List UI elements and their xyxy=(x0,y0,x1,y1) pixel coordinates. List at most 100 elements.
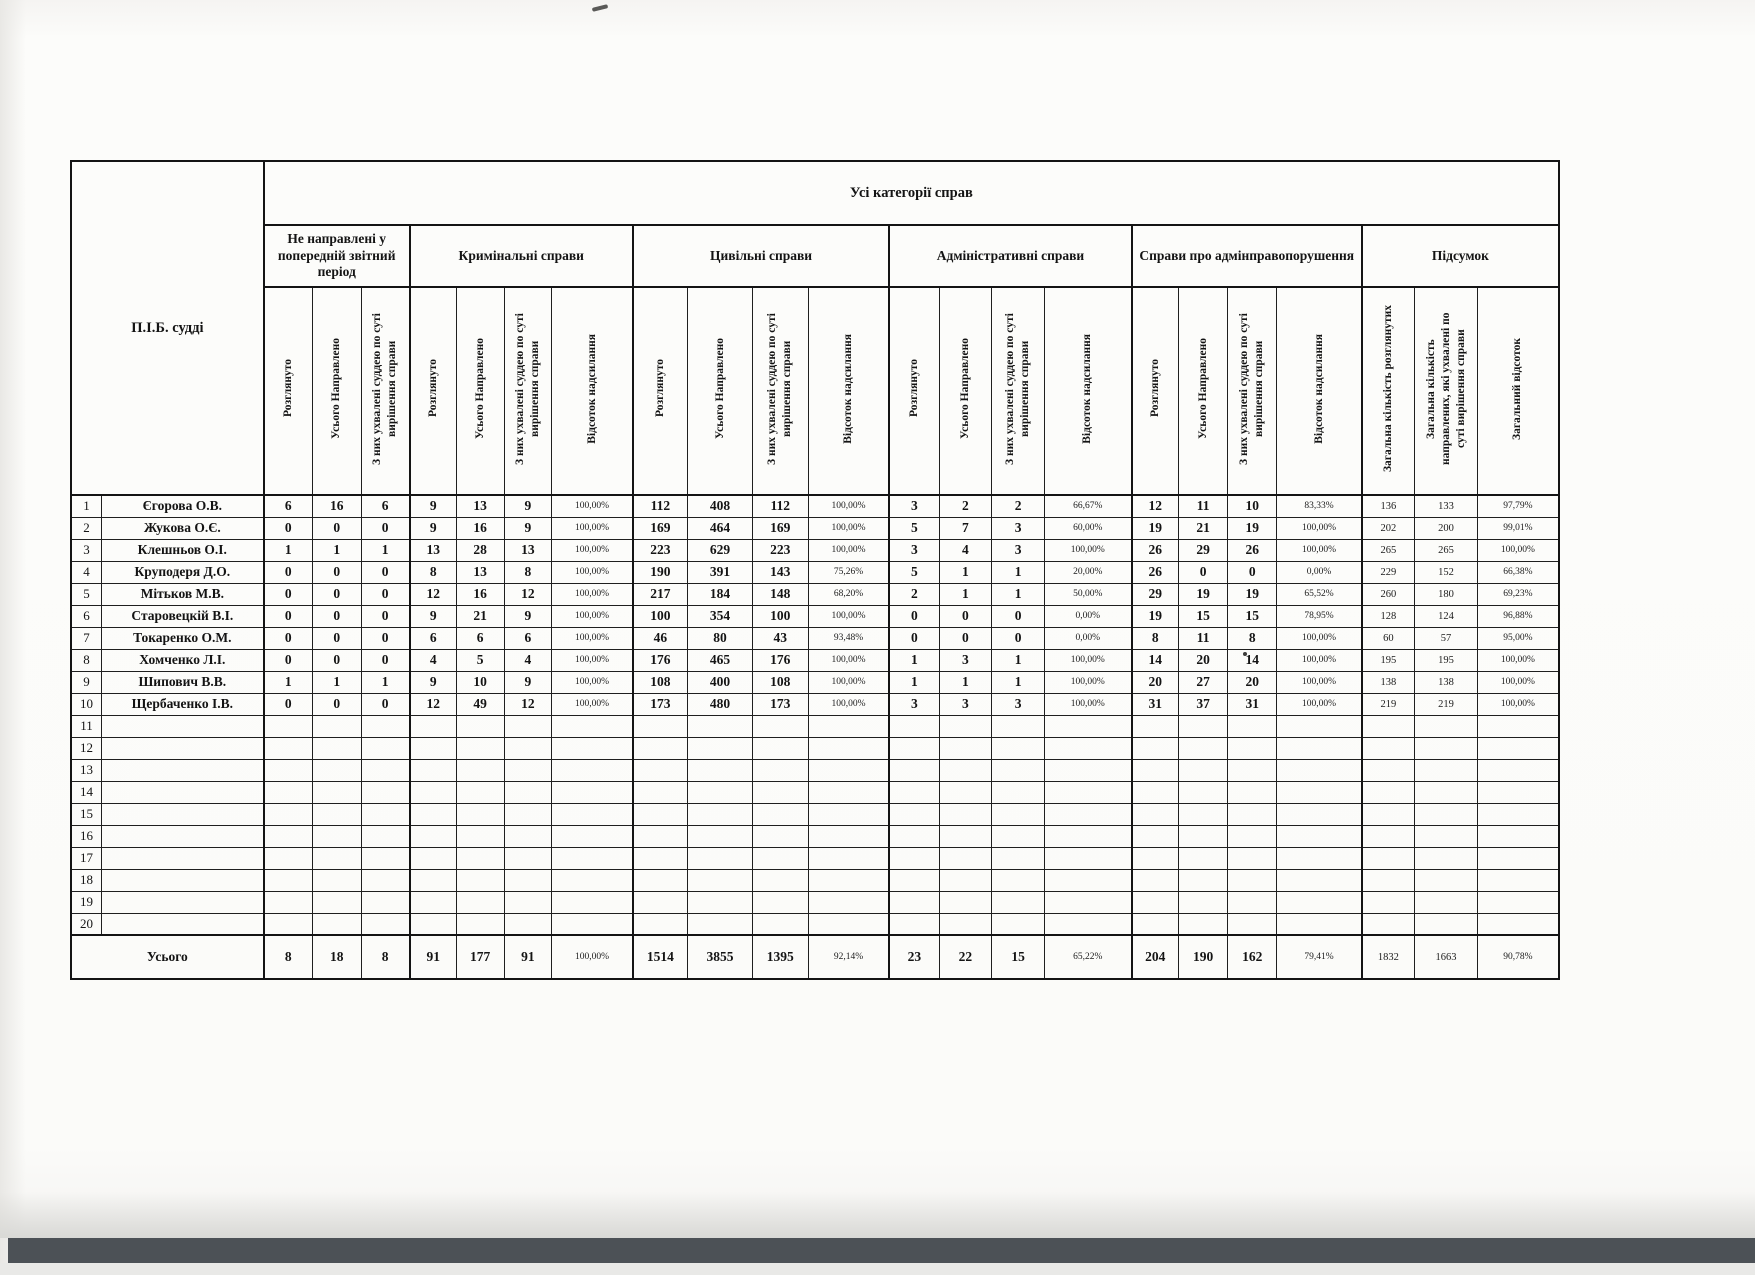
data-cell: 37 xyxy=(1177,692,1229,716)
table-row: 18 xyxy=(70,868,1560,892)
data-cell xyxy=(551,912,634,936)
data-cell: 112 xyxy=(631,494,689,518)
data-cell xyxy=(1414,846,1478,870)
data-cell xyxy=(1276,824,1363,848)
data-cell: 100,00% xyxy=(1276,648,1363,672)
data-cell: 200 xyxy=(1414,516,1478,540)
table-row: 12 xyxy=(70,736,1560,760)
scan-below-bar xyxy=(0,1263,1755,1275)
data-cell: 29 xyxy=(1177,538,1229,562)
data-cell xyxy=(807,846,890,870)
data-cell: 1395 xyxy=(751,934,809,980)
data-cell xyxy=(1476,912,1560,936)
data-cell: 9 xyxy=(408,516,457,540)
header-row-groups: Не направлені у попередній звітний періо… xyxy=(71,224,1560,288)
judge-name: Токаренко О.М. xyxy=(100,626,265,650)
data-cell xyxy=(687,802,753,826)
table-row: 13 xyxy=(70,758,1560,782)
data-cell xyxy=(687,714,753,738)
data-cell: 8 xyxy=(360,934,411,980)
data-cell: 1 xyxy=(262,538,313,562)
data-cell: 22 xyxy=(938,934,993,980)
data-cell xyxy=(455,846,505,870)
data-cell: 138 xyxy=(1360,670,1416,694)
data-cell: 100,00% xyxy=(551,648,634,672)
data-cell xyxy=(938,714,993,738)
data-cell xyxy=(1476,802,1560,826)
data-cell: 100,00% xyxy=(1276,538,1363,562)
data-cell: 100,00% xyxy=(1476,538,1560,562)
data-cell xyxy=(1177,736,1229,760)
data-cell xyxy=(360,736,411,760)
data-cell xyxy=(687,890,753,914)
data-cell: 26 xyxy=(1130,538,1179,562)
data-cell xyxy=(631,890,689,914)
data-cell: 7 xyxy=(938,516,993,540)
data-cell: 6 xyxy=(360,494,411,518)
data-cell xyxy=(1177,802,1229,826)
table-row: 7 Токаренко О.М. 0 0 0 6 6 6 100,00% 46 80 43 93,48%… xyxy=(70,626,1560,650)
data-cell: 0 xyxy=(262,692,313,716)
data-cell xyxy=(751,758,809,782)
data-cell xyxy=(408,780,457,804)
data-cell xyxy=(1227,824,1278,848)
data-cell: 13 xyxy=(503,538,553,562)
data-cell: 9 xyxy=(503,494,553,518)
data-cell xyxy=(1130,868,1179,892)
data-cell xyxy=(1476,714,1560,738)
data-cell xyxy=(938,758,993,782)
data-cell xyxy=(360,912,411,936)
data-cell xyxy=(551,758,634,782)
data-cell xyxy=(408,736,457,760)
data-cell xyxy=(551,736,634,760)
data-cell: 0 xyxy=(262,604,313,628)
data-cell: 97,79% xyxy=(1476,494,1560,518)
row-number: 10 xyxy=(70,692,102,716)
data-cell xyxy=(311,714,362,738)
col-header: Усього Направлено xyxy=(455,286,505,496)
group-header-not-sent: Не направлені у попередній звітний періо… xyxy=(262,224,411,288)
data-cell xyxy=(311,890,362,914)
data-cell xyxy=(631,824,689,848)
data-cell xyxy=(455,758,505,782)
data-cell: 80 xyxy=(687,626,753,650)
data-cell: 138 xyxy=(1414,670,1478,694)
data-cell xyxy=(751,846,809,870)
data-cell: 16 xyxy=(311,494,362,518)
data-cell: 10 xyxy=(455,670,505,694)
judge-name: Мітьков М.В. xyxy=(100,582,265,606)
data-cell xyxy=(1227,736,1278,760)
data-cell xyxy=(408,912,457,936)
data-cell xyxy=(503,780,553,804)
data-cell xyxy=(1227,780,1278,804)
data-cell: 100,00% xyxy=(551,516,634,540)
data-cell: 96,88% xyxy=(1476,604,1560,628)
data-cell: 0 xyxy=(360,648,411,672)
data-cell xyxy=(262,780,313,804)
table-row: 19 xyxy=(70,890,1560,914)
data-cell xyxy=(807,890,890,914)
data-cell: 100,00% xyxy=(1276,516,1363,540)
data-cell: 1 xyxy=(360,670,411,694)
data-cell: 195 xyxy=(1414,648,1478,672)
data-cell: 1 xyxy=(888,648,940,672)
data-cell: 100,00% xyxy=(807,670,890,694)
data-cell xyxy=(1414,780,1478,804)
data-cell xyxy=(991,780,1045,804)
data-cell: 1 xyxy=(360,538,411,562)
report-table-container: П.І.Б. судді Усі категорії справ Не напр… xyxy=(70,160,1560,980)
row-number: 13 xyxy=(70,758,102,782)
col-header: Загальна кількість розглянутих xyxy=(1360,286,1416,496)
data-cell xyxy=(938,890,993,914)
data-cell xyxy=(631,802,689,826)
data-cell xyxy=(1130,846,1179,870)
data-cell: 20 xyxy=(1130,670,1179,694)
data-cell: 13 xyxy=(455,560,505,584)
data-cell xyxy=(551,890,634,914)
data-cell xyxy=(1177,758,1229,782)
table-row: 14 xyxy=(70,780,1560,804)
data-cell: 31 xyxy=(1227,692,1278,716)
data-cell xyxy=(360,868,411,892)
data-cell xyxy=(751,824,809,848)
data-cell xyxy=(938,846,993,870)
